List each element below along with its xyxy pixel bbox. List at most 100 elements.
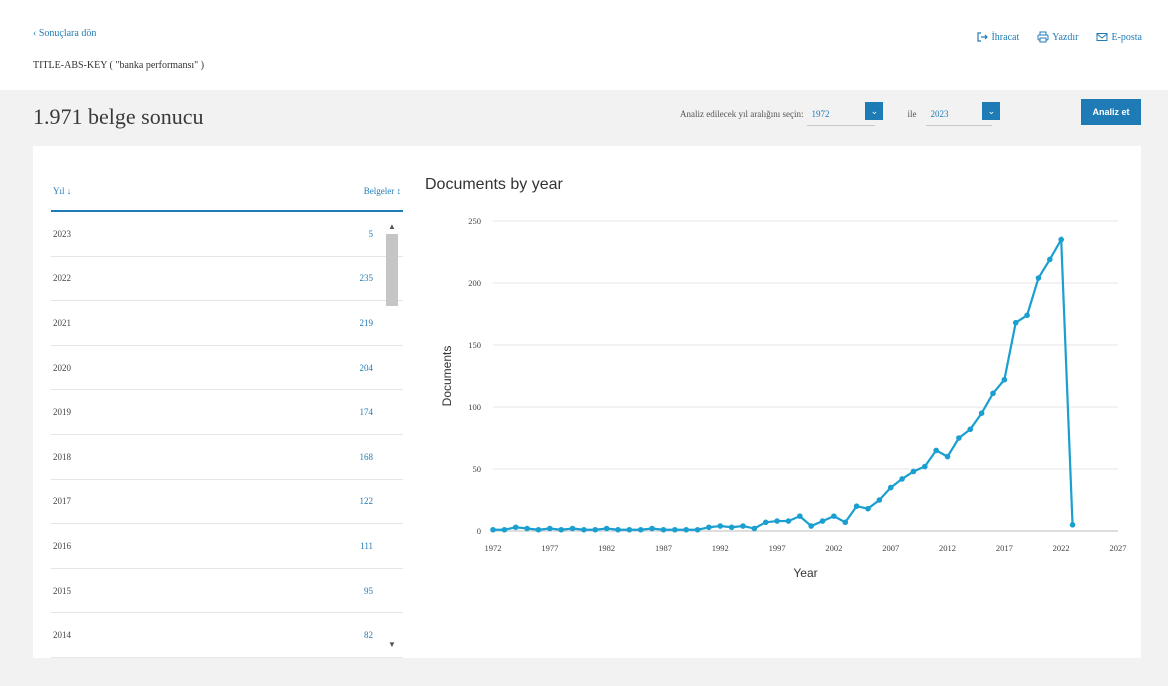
x-tick-label: 1992 [712, 543, 729, 553]
x-tick-label: 2022 [1053, 543, 1070, 553]
data-point [1058, 236, 1064, 243]
data-point [853, 503, 860, 510]
data-point [967, 426, 974, 433]
data-point [740, 523, 746, 529]
data-point [728, 524, 735, 531]
row-document-count[interactable]: 219 [359, 317, 374, 328]
x-tick-label: 1977 [541, 543, 558, 553]
chevron-down-icon[interactable]: ⌄ [982, 102, 1001, 120]
row-year: 2020 [53, 362, 71, 373]
data-point [774, 518, 780, 524]
table-row: 2022 235 [51, 257, 403, 302]
result-count: 1.971 belge sonucu [33, 104, 204, 129]
x-tick-label: 2007 [882, 543, 899, 553]
data-point [569, 525, 576, 532]
x-tick-label: 1997 [769, 543, 786, 553]
row-year: 2019 [53, 407, 71, 418]
documents-by-year-chart: 0 50 100 150 200 250 1972 1977 1982 1987 1992 1997 2… [440, 216, 1127, 580]
y-tick-label: 200 [468, 278, 481, 288]
data-point [956, 435, 962, 441]
data-point [1035, 275, 1042, 281]
scroll-down-icon[interactable]: ▼ [388, 640, 396, 649]
table-row: 2019 174 [51, 390, 403, 435]
data-point [683, 526, 689, 533]
y-tick-label: 150 [468, 340, 481, 350]
row-year: 2022 [53, 273, 71, 284]
row-year: 2018 [53, 451, 71, 462]
data-point [524, 525, 530, 532]
data-point [944, 453, 951, 460]
data-point [922, 463, 928, 470]
export-label: İhracat [991, 31, 1020, 43]
to-year-select[interactable]: 2023 ⌄ [926, 102, 1001, 126]
row-year: 2015 [53, 585, 71, 596]
year-column-header[interactable]: Yıl ↓ [53, 186, 72, 196]
data-point [615, 526, 621, 533]
table-row: 2016 111 [51, 524, 403, 569]
table-row: 2017 122 [51, 480, 403, 525]
export-button[interactable]: İhracat [976, 31, 1019, 43]
row-document-count[interactable]: 235 [359, 273, 374, 284]
row-document-count[interactable]: 204 [359, 362, 374, 373]
analysis-card: Yıl ↓ Belgeler ↕ 2023 5 2022 235 2021 219 2020… [33, 146, 1141, 658]
data-point [1069, 522, 1076, 528]
row-document-count[interactable]: 82 [364, 630, 373, 641]
data-point [1001, 376, 1008, 383]
table-header: Yıl ↓ Belgeler ↕ [51, 172, 403, 212]
data-point [978, 410, 985, 416]
x-tick-label: 2012 [939, 543, 956, 553]
print-label: Yazdır [1052, 31, 1079, 43]
email-label: E-posta [1111, 31, 1142, 43]
x-tick-label: 2027 [1110, 543, 1127, 553]
y-tick-label: 250 [468, 216, 481, 226]
documents-column-header[interactable]: Belgeler ↕ [363, 186, 401, 196]
search-query: TITLE-ABS-KEY ( "banka performansı" ) [33, 60, 205, 71]
data-point [842, 519, 849, 526]
row-document-count[interactable]: 168 [359, 451, 374, 462]
x-axis-label: Year [793, 566, 817, 580]
data-point [933, 447, 939, 454]
data-point [592, 526, 599, 533]
documents-table: Yıl ↓ Belgeler ↕ 2023 5 2022 235 2021 219 2020… [51, 172, 403, 658]
from-year-value: 1972 [811, 108, 830, 119]
chart-title: Documents by year [425, 176, 563, 193]
chevron-down-icon[interactable]: ⌄ [865, 102, 884, 120]
email-button[interactable]: E-posta [1096, 31, 1142, 43]
row-document-count[interactable]: 174 [359, 407, 374, 418]
print-button[interactable]: Yazdır [1037, 31, 1078, 43]
export-icon [977, 32, 989, 42]
row-document-count[interactable]: 111 [360, 540, 373, 551]
back-to-results-link[interactable]: ‹ Sonuçlara dön [33, 28, 97, 39]
data-point [626, 526, 633, 533]
analyze-button[interactable]: Analiz et [1081, 99, 1141, 125]
y-tick-label: 50 [473, 464, 482, 474]
table-row: 2018 168 [51, 435, 403, 480]
x-tick-label: 1987 [655, 543, 672, 553]
data-point [694, 526, 701, 533]
data-point [990, 390, 996, 397]
top-bar: ‹ Sonuçlara dön TITLE-ABS-KEY ( "banka p… [0, 0, 1168, 90]
scrollbar-thumb[interactable] [386, 234, 398, 306]
x-tick-label: 1972 [485, 543, 502, 553]
from-year-select[interactable]: 1972 ⌄ [807, 102, 884, 126]
data-point [512, 524, 519, 531]
data-point [876, 497, 883, 503]
row-year: 2023 [53, 228, 71, 239]
scroll-up-icon[interactable]: ▲ [388, 222, 396, 231]
row-document-count[interactable]: 95 [364, 585, 373, 596]
data-point [1012, 319, 1019, 326]
table-row: 2014 82 [51, 613, 403, 658]
table-row: 2023 5 [51, 212, 403, 257]
data-point [785, 518, 792, 524]
data-point [887, 484, 894, 491]
row-year: 2016 [53, 540, 71, 551]
data-point [637, 526, 644, 533]
row-document-count[interactable]: 5 [368, 228, 374, 239]
row-document-count[interactable]: 122 [359, 496, 374, 507]
series-line [493, 235, 1074, 531]
table-row: 2015 95 [51, 569, 403, 614]
table-scrollbar[interactable]: ▲ ▼ [385, 222, 399, 650]
row-year: 2017 [53, 496, 71, 507]
email-icon [1096, 33, 1108, 41]
year-range-label: Analiz edilecek yıl aralığını seçin: [680, 109, 804, 119]
